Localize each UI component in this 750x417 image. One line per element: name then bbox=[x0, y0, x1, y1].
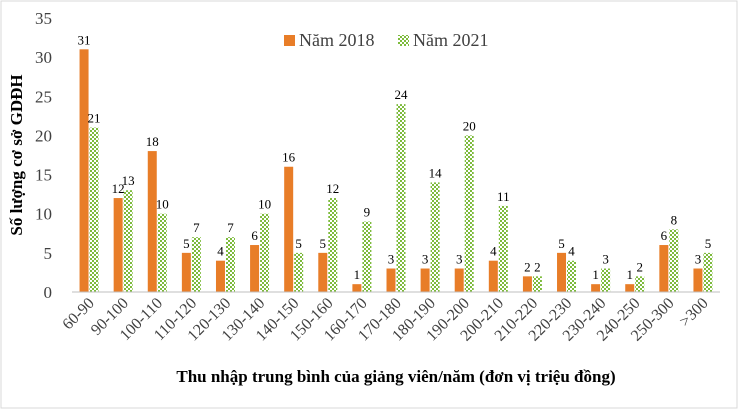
bar-2018 bbox=[113, 198, 123, 292]
data-label-2018: 1 bbox=[354, 267, 361, 282]
bar-2021 bbox=[157, 213, 167, 292]
y-tick-label: 10 bbox=[35, 205, 52, 224]
bar-2018 bbox=[215, 260, 225, 292]
data-label-2018: 1 bbox=[626, 267, 633, 282]
bar-2021 bbox=[362, 221, 372, 292]
bar-2018 bbox=[591, 284, 601, 292]
bar-2021 bbox=[532, 276, 542, 292]
y-tick-label: 0 bbox=[44, 283, 53, 302]
y-tick-label: 30 bbox=[35, 48, 52, 67]
data-label-2021: 3 bbox=[602, 252, 609, 267]
bar-2021 bbox=[191, 237, 201, 292]
legend: Năm 2018 Năm 2021 bbox=[284, 30, 489, 50]
data-label-2018: 5 bbox=[183, 236, 190, 251]
legend-swatch-2021 bbox=[398, 35, 409, 46]
data-label-2021: 14 bbox=[429, 165, 443, 180]
data-label-2021: 7 bbox=[193, 220, 200, 235]
x-axis-title: Thu nhập trung bình của giảng viên/năm (… bbox=[176, 367, 615, 386]
legend-swatch-2018 bbox=[284, 35, 295, 46]
bar-2018 bbox=[693, 268, 703, 292]
data-label-2018: 16 bbox=[282, 150, 296, 165]
data-label-2021: 10 bbox=[258, 197, 271, 212]
bar-2021 bbox=[396, 104, 406, 292]
data-label-2021: 13 bbox=[122, 173, 135, 188]
data-label-2021: 24 bbox=[395, 87, 409, 102]
data-label-2021: 5 bbox=[705, 236, 712, 251]
legend-label-2021: Năm 2021 bbox=[413, 30, 489, 50]
data-label-2018: 6 bbox=[251, 228, 258, 243]
bar-2018 bbox=[250, 245, 260, 292]
data-label-2018: 6 bbox=[661, 228, 668, 243]
bar-2018 bbox=[557, 252, 567, 292]
data-label-2021: 20 bbox=[463, 118, 476, 133]
y-tick-label: 25 bbox=[35, 87, 52, 106]
bar-2018 bbox=[522, 276, 532, 292]
bar-2018 bbox=[386, 268, 396, 292]
bar-2018 bbox=[147, 151, 157, 292]
bar-2018 bbox=[420, 268, 430, 292]
bar-2021 bbox=[430, 182, 440, 292]
data-label-2021: 2 bbox=[636, 259, 643, 274]
data-label-2021: 7 bbox=[227, 220, 234, 235]
data-label-2021: 5 bbox=[295, 236, 302, 251]
data-label-2018: 4 bbox=[490, 244, 497, 259]
x-tick-label: >300 bbox=[676, 295, 711, 330]
y-tick-label: 5 bbox=[44, 244, 53, 263]
bar-2018 bbox=[181, 252, 191, 292]
bar-2018 bbox=[352, 284, 362, 292]
data-label-2018: 3 bbox=[695, 252, 702, 267]
data-label-2021: 12 bbox=[326, 181, 339, 196]
data-label-2021: 2 bbox=[534, 259, 541, 274]
bar-2021 bbox=[498, 205, 508, 292]
data-label-2018: 18 bbox=[146, 134, 159, 149]
bar-2018 bbox=[284, 166, 294, 292]
data-label-2018: 3 bbox=[388, 252, 395, 267]
data-label-2021: 10 bbox=[156, 197, 169, 212]
bar-2021 bbox=[294, 252, 304, 292]
data-label-2021: 9 bbox=[364, 205, 371, 220]
bar-2018 bbox=[454, 268, 464, 292]
data-label-2021: 4 bbox=[568, 244, 575, 259]
bar-2021 bbox=[669, 229, 679, 292]
bar-2021 bbox=[703, 252, 713, 292]
data-label-2018: 4 bbox=[217, 244, 224, 259]
y-axis-title: Số lượng cơ sở GDĐH bbox=[7, 74, 26, 235]
bar-2018 bbox=[625, 284, 635, 292]
legend-label-2018: Năm 2018 bbox=[299, 30, 375, 50]
bar-2021 bbox=[89, 127, 99, 292]
bar-2018 bbox=[79, 49, 89, 292]
bar-2021 bbox=[464, 135, 474, 292]
data-label-2018: 12 bbox=[112, 181, 125, 196]
chart-border bbox=[0, 0, 738, 409]
data-label-2018: 2 bbox=[524, 259, 531, 274]
bar-2021 bbox=[635, 276, 645, 292]
data-label-2021: 8 bbox=[671, 212, 678, 227]
bar-2021 bbox=[260, 213, 270, 292]
bar-2021 bbox=[123, 190, 133, 292]
data-label-2018: 3 bbox=[422, 252, 429, 267]
bar-2018 bbox=[488, 260, 498, 292]
y-tick-label: 20 bbox=[35, 126, 52, 145]
data-label-2021: 11 bbox=[497, 189, 510, 204]
y-tick-label: 15 bbox=[35, 166, 52, 185]
data-label-2021: 21 bbox=[88, 111, 101, 126]
data-label-2018: 31 bbox=[78, 32, 91, 47]
bar-2021 bbox=[601, 268, 611, 292]
bar-2018 bbox=[318, 252, 328, 292]
data-label-2018: 5 bbox=[558, 236, 565, 251]
bar-2021 bbox=[328, 198, 338, 292]
data-label-2018: 5 bbox=[320, 236, 327, 251]
bar-2018 bbox=[659, 245, 669, 292]
data-label-2018: 3 bbox=[456, 252, 463, 267]
bar-2021 bbox=[567, 260, 577, 292]
bar-2021 bbox=[225, 237, 235, 292]
data-label-2018: 1 bbox=[592, 267, 599, 282]
y-tick-label: 35 bbox=[35, 9, 52, 28]
